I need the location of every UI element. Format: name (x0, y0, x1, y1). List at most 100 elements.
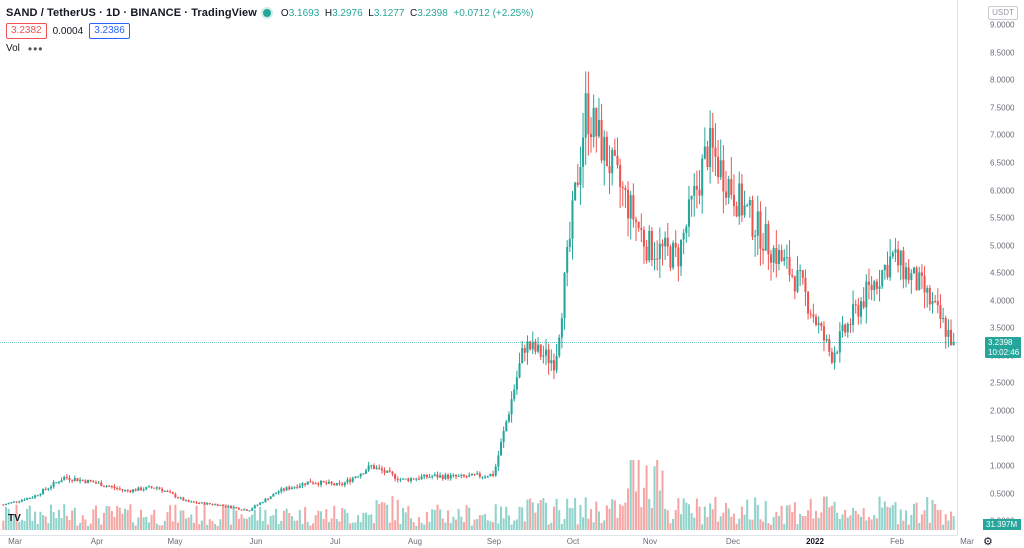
settings-icon[interactable]: ⚙ (983, 536, 993, 548)
candle-body (807, 291, 810, 314)
volume-bar (889, 507, 892, 530)
volume-bar (867, 516, 870, 530)
volume-bar (780, 505, 783, 530)
candle-body (830, 351, 833, 363)
candle-body (84, 480, 87, 483)
candle-body (2, 504, 5, 506)
volume-bar (208, 519, 211, 530)
volume-bar (394, 520, 397, 530)
buy-price-button[interactable]: 3.2386 (89, 23, 130, 39)
volume-bar (314, 515, 317, 530)
candle-body (309, 481, 312, 483)
candle-body (592, 107, 595, 138)
candle-body (907, 267, 910, 280)
candle-body (174, 493, 177, 498)
volume-bar (121, 513, 124, 530)
candle-body (306, 481, 309, 485)
volume-bar (105, 506, 108, 530)
volume-bar (502, 518, 505, 530)
volume-bar (852, 507, 855, 530)
volume-bar (155, 523, 158, 530)
volume-bar (431, 509, 434, 530)
candle-body (362, 473, 365, 475)
volume-bar (383, 502, 386, 530)
candle-body (550, 360, 553, 364)
candle-body (857, 304, 860, 317)
volume-bar (693, 517, 696, 530)
candle-body (134, 489, 137, 491)
volume-bars (2, 460, 955, 530)
volume-bar (899, 509, 902, 530)
volume-bar (947, 520, 950, 530)
candle-body (214, 504, 217, 506)
symbol-title[interactable]: SAND / TetherUS · 1D · BINANCE · Trading… (6, 7, 257, 19)
volume-bar (547, 524, 550, 530)
volume-bar (468, 507, 471, 530)
volume-bar (200, 520, 203, 530)
currency-button[interactable]: USDT (988, 6, 1018, 20)
candle-body (605, 136, 608, 167)
candle-body (521, 348, 524, 364)
candle-body (288, 487, 291, 490)
candle-body (18, 501, 21, 503)
volume-bar (619, 504, 622, 530)
volume-bar (600, 522, 603, 530)
time-axis[interactable]: Mar Apr May Jun Jul Aug Sep Oct Nov Dec 2022 Feb Mar (0, 535, 974, 548)
volume-bar (182, 510, 185, 530)
volume-bar (102, 512, 105, 530)
candle-body (502, 430, 505, 443)
volume-bar (566, 498, 569, 530)
price-axis[interactable]: 9.0000 8.5000 8.0000 7.5000 7.0000 6.5000 6.00… (957, 0, 1024, 535)
volume-bar (269, 516, 272, 530)
volume-label[interactable]: Vol (6, 43, 20, 54)
candle-body (701, 158, 704, 196)
candle-body (666, 237, 669, 247)
candle-body (624, 188, 627, 191)
volume-bar (224, 504, 227, 530)
volume-bar (113, 516, 116, 530)
candle-body (314, 483, 317, 485)
candle-body (867, 281, 870, 285)
volume-bar (608, 508, 611, 530)
time-tick: Nov (642, 537, 658, 546)
volume-bar (637, 460, 640, 530)
tradingview-logo[interactable]: TV (8, 513, 21, 524)
candle-body (661, 243, 664, 247)
candle-body (139, 487, 143, 491)
volume-bar (674, 510, 677, 530)
volume-bar (844, 509, 847, 530)
volume-bar (881, 507, 884, 530)
candle-body (738, 183, 741, 217)
candle-body (817, 323, 820, 325)
candle-body (597, 120, 600, 137)
volume-bar (447, 510, 450, 530)
candle-body (386, 470, 389, 473)
candle-body (198, 503, 201, 505)
volume-bar (584, 497, 587, 530)
volume-bar (814, 510, 818, 530)
volume-bar (222, 506, 225, 530)
volume-bar (701, 524, 704, 530)
volume-bar (129, 504, 132, 530)
volume-bar (449, 523, 452, 530)
volume-bar (523, 521, 526, 530)
more-icon[interactable]: ••• (27, 41, 44, 56)
volume-bar (460, 516, 463, 530)
sell-price-button[interactable]: 3.2382 (6, 23, 47, 39)
candle-body (158, 487, 161, 489)
volume-bar (828, 507, 831, 530)
candle-body (566, 246, 569, 273)
candle-body (481, 476, 484, 478)
candle-body (679, 239, 683, 267)
volume-bar (476, 519, 479, 530)
time-tick: Sep (486, 537, 502, 546)
volume-bar (762, 521, 765, 530)
candle-body (462, 474, 465, 477)
volume-bar (682, 498, 685, 530)
candle-body (944, 318, 947, 337)
volume-bar (677, 498, 680, 530)
candle-body (380, 468, 383, 471)
volume-bar (49, 504, 52, 530)
volume-bar (179, 510, 182, 530)
